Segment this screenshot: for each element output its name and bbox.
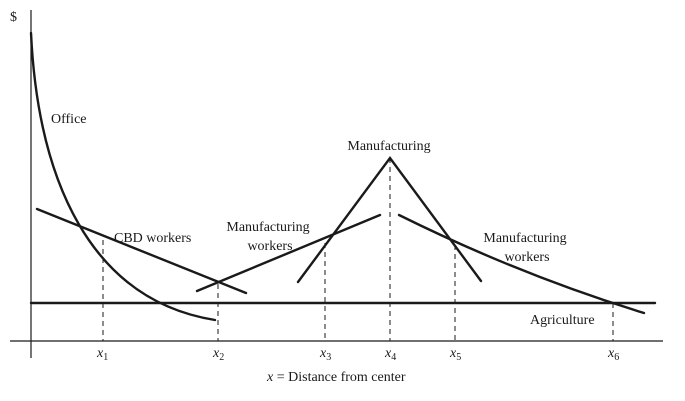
tick-x1: x1 [96, 346, 108, 363]
tick-x5: x5 [449, 346, 461, 363]
tick-x2: x2 [212, 346, 224, 363]
x-axis-label: x = Distance from center [266, 370, 406, 385]
office-curve [29, 31, 217, 322]
tick-x6: x6 [607, 346, 619, 363]
cbd-workers-label: CBD workers [114, 231, 191, 246]
manufacturing-workers-left-label-line2: workers [247, 239, 292, 254]
manufacturing-workers-right-label-line2: workers [504, 250, 549, 265]
manufacturing-label: Manufacturing [347, 139, 430, 154]
cbd-workers-curve [35, 207, 248, 295]
manufacturing-workers-left-curve [195, 213, 382, 293]
office-label: Office [51, 112, 87, 127]
tick-x3: x3 [319, 346, 331, 363]
tick-x4: x4 [384, 346, 396, 363]
manufacturing-workers-left-label-line1: Manufacturing [226, 220, 309, 235]
agriculture-label: Agriculture [530, 313, 595, 328]
manufacturing-workers-right-label-line1: Manufacturing [483, 231, 566, 246]
y-axis-label: $ [10, 10, 17, 25]
manufacturing-workers-right-curve [397, 213, 646, 315]
